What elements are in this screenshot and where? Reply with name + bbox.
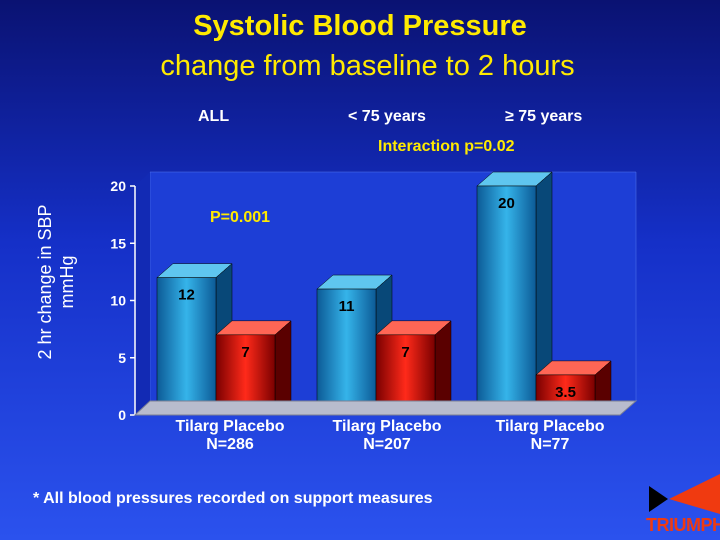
chart-floor (133, 400, 638, 416)
chart-title: Systolic Blood Pressure (193, 10, 527, 42)
category-label-3: Tilarg Placebo N=77 (465, 418, 635, 454)
category-label-1-line-1: Tilarg Placebo (175, 418, 285, 435)
category-label-3-line-1: Tilarg Placebo (495, 418, 605, 435)
bar-front-face (156, 277, 217, 416)
category-label-3-line-2: N=77 (530, 436, 570, 453)
bar-value-label: 7 (401, 344, 409, 361)
bar-value-label: 3.5 (555, 384, 576, 401)
bar-value-label: 7 (241, 344, 249, 361)
y-tick-labels: 0 5 10 15 20 (110, 178, 126, 423)
group-label-under-75: < 75 years (348, 108, 426, 125)
p-value-annotation: P=0.001 (210, 209, 270, 226)
category-label-1-line-2: N=286 (206, 436, 254, 453)
interaction-p-value: Interaction p=0.02 (378, 138, 515, 155)
bars-group (156, 171, 612, 416)
y-ticks (130, 185, 135, 416)
bar-value-label: 11 (339, 298, 355, 315)
y-tick-label: 5 (118, 350, 126, 366)
group-label-all: ALL (198, 108, 230, 125)
chart-subtitle: change from baseline to 2 hours (160, 50, 575, 82)
category-label-1: Tilarg Placebo N=286 (145, 418, 315, 454)
bar-tilarg-3 (476, 171, 553, 416)
category-label-2-line-2: N=207 (363, 436, 411, 453)
logo-arrow-red (669, 474, 720, 514)
bar-value-label: 12 (178, 287, 195, 304)
bar-front-face (316, 288, 377, 416)
y-tick-label: 10 (110, 293, 126, 309)
logo-text: TRIUMPH (646, 515, 720, 535)
category-label-2-line-1: Tilarg Placebo (332, 418, 442, 435)
bar-labels: 12 11 20 7 7 3.5 (178, 195, 576, 401)
y-tick-label: 0 (118, 407, 126, 423)
group-label-75-plus: ≥ 75 years (505, 108, 583, 125)
y-tick-label: 15 (110, 235, 126, 251)
category-label-2: Tilarg Placebo N=207 (302, 418, 472, 454)
chart-side-wall (135, 172, 150, 415)
y-tick-label: 20 (110, 178, 126, 194)
bar-value-label: 20 (498, 195, 515, 212)
bar-front-face (476, 185, 537, 416)
bar-tilarg-1 (156, 263, 233, 416)
footnote: * All blood pressures recorded on suppor… (33, 490, 433, 507)
logo-arrow-black (649, 486, 668, 512)
